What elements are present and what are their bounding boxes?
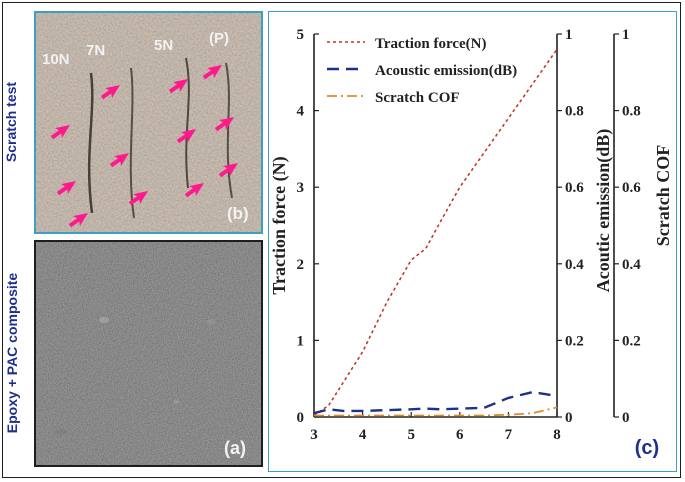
arrow-icon (176, 129, 196, 144)
legend-label-1: Traction force(N) (375, 36, 486, 52)
scratch-micrograph: 10N 7N 5N (P) (b) (34, 11, 263, 234)
epoxy-pac-label: Epoxy + PAC composite (4, 272, 20, 434)
series-line-3 (314, 406, 558, 417)
x-tick-label: 8 (553, 427, 561, 443)
scratch-chart: 3 4 5 6 7 801234500.20.40.60.8100.20.40.60.81… (269, 27, 673, 459)
chart-panel: 3 4 5 6 7 8 0 1 2 3 4 5 0 0.2 0.4 0.6 0.8 1 0 0.2 0.4 0.6 0.8 1… (268, 11, 677, 472)
y-cof-tick-label: 0.6 (622, 180, 641, 196)
arrow-icon (168, 79, 188, 94)
y-acoustic-axis-title: Acoutic emission(dB) (593, 129, 614, 293)
load-label-p: (P) (209, 30, 229, 47)
x-tick-label: 6 (456, 427, 464, 443)
y-cof-tick-label: 0.2 (622, 333, 641, 349)
arrow-icon (68, 213, 88, 228)
load-label-5n: 5N (154, 37, 174, 54)
y-acoustic-tick-label: 0.4 (565, 257, 584, 273)
figure-frame (2, 2, 681, 478)
y-left-tick-label: 5 (297, 27, 305, 43)
arrow-icon (214, 117, 234, 132)
y-acoustic-tick-label: 0.6 (565, 180, 584, 196)
arrow-icon (202, 65, 222, 80)
surface-micrograph: (a) (34, 240, 263, 467)
load-label-7n: 7N (86, 42, 106, 59)
legend-label-2: Acoustic emission(dB) (375, 63, 517, 79)
y-cof-axis-title: Scratch COF (653, 145, 673, 246)
y-acoustic-tick-label: 0.2 (565, 333, 584, 349)
scratch-test-label: Scratch test (3, 81, 19, 163)
y-cof-tick-label: 0 (622, 410, 630, 426)
x-tick-label: 7 (505, 427, 513, 443)
arrow-icon (50, 125, 70, 140)
y-left-axis-title: Traction force (N) (269, 156, 290, 294)
arrow-icon (100, 85, 120, 100)
load-label-10n: 10N (42, 51, 70, 68)
y-left-tick-label: 3 (297, 180, 305, 196)
y-cof-tick-label: 0.4 (622, 257, 641, 273)
arrow-icon (56, 181, 76, 196)
x-tick-label: 4 (359, 427, 367, 443)
arrow-icon (218, 163, 238, 178)
surface-micrograph-art (36, 242, 261, 465)
y-acoustic-tick-label: 0 (565, 410, 573, 426)
x-tick-label: 5 (407, 427, 415, 443)
panel-a-label: (a) (224, 438, 246, 458)
y-acoustic-tick-label: 1 (565, 27, 573, 43)
y-cof-tick-label: 0.8 (622, 104, 641, 120)
series-line-1 (313, 48, 558, 417)
arrow-icon (109, 153, 129, 168)
arrow-icon (184, 183, 204, 198)
panel-b-label: (b) (227, 204, 249, 223)
y-left-tick-label: 4 (297, 104, 305, 120)
y-left-tick-label: 2 (297, 257, 305, 273)
legend-label-3: Scratch COF (375, 90, 460, 106)
panel-c-label: (c) (635, 437, 659, 459)
y-left-tick-label: 0 (297, 410, 305, 426)
arrow-icon (128, 191, 148, 206)
y-left-tick-label: 1 (297, 333, 305, 349)
scratch-arrows (50, 65, 238, 228)
series-line-2 (313, 390, 558, 415)
x-tick-label: 3 (310, 427, 318, 443)
y-acoustic-tick-label: 0.8 (565, 104, 584, 120)
y-cof-tick-label: 1 (622, 27, 630, 43)
